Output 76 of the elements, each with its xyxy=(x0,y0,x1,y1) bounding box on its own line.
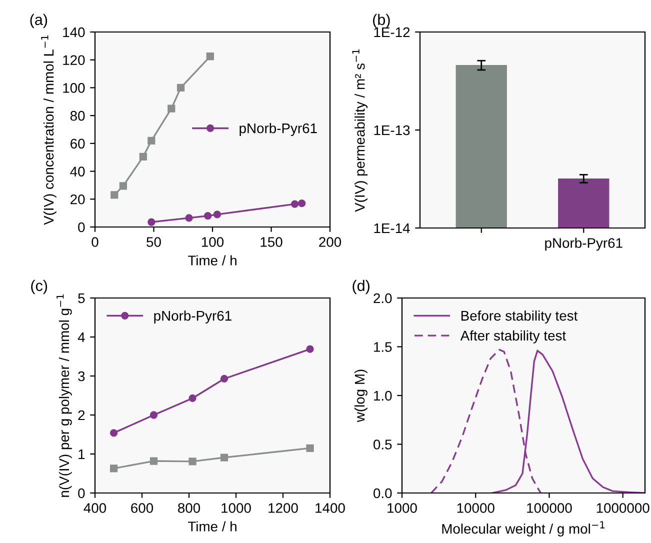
point xyxy=(220,374,228,383)
point xyxy=(185,214,193,222)
x-tick-label: 1000 xyxy=(388,503,417,513)
point xyxy=(150,411,158,419)
legend-label: Before stability test xyxy=(461,310,578,324)
y-tick-label: 0.5 xyxy=(374,440,392,450)
x-tick-label: 0 xyxy=(92,237,98,247)
y-tick-label: 140 xyxy=(63,27,85,38)
y-tick-label: 1 xyxy=(78,449,85,460)
y-tick-label: 100 xyxy=(63,83,85,93)
y-tick-label: 120 xyxy=(63,55,85,66)
legend-label: After stability test xyxy=(460,330,566,344)
x-tick-label: 1400 xyxy=(316,503,345,513)
point xyxy=(220,454,228,462)
y-tick-label: 40 xyxy=(70,166,85,176)
x-tick-label: 10000 xyxy=(457,503,494,513)
y-tick-label: 1.5 xyxy=(374,342,392,352)
point xyxy=(150,457,158,465)
x-tick-label: 150 xyxy=(260,237,282,247)
point xyxy=(306,345,314,353)
point xyxy=(139,152,147,160)
x-tick-label: 100000 xyxy=(527,503,572,513)
y-tick-label: 1E-14 xyxy=(374,223,410,234)
x-tick-label: 1000000 xyxy=(596,503,650,513)
legend-label: pNorb-Pyr61 xyxy=(240,123,317,136)
x-axis-title: Molecular weight / g mol$^{−1}$ xyxy=(442,521,604,537)
y-tick-label: 5 xyxy=(78,293,85,304)
x-tick-label: 100 xyxy=(202,237,224,247)
y-tick-label: 2 xyxy=(78,410,85,420)
legend-label: pNorb-Pyr61 xyxy=(154,310,232,324)
y-axis-title: n(V(IV) per g polymer / mmol g$^{−1}$ xyxy=(56,294,72,497)
y-tick-label: 0.0 xyxy=(374,488,392,498)
y-tick-label: 0 xyxy=(78,488,85,498)
chart-title: (c) xyxy=(31,280,48,294)
point xyxy=(306,444,314,452)
x-tick-label: 1000 xyxy=(222,503,251,513)
y-tick-label: 0 xyxy=(78,222,85,232)
chart-title: (a) xyxy=(30,14,48,28)
point xyxy=(188,458,196,466)
x-tick-label: 50 xyxy=(146,237,161,247)
y-tick-label: 1.0 xyxy=(374,390,392,401)
point xyxy=(110,191,118,199)
y-axis-title: V(IV) permeability / m² s$^{−1}$ xyxy=(352,49,368,212)
point xyxy=(110,429,118,437)
y-axis-title: V(IV) concentration / mmol L$^{−1}$ xyxy=(41,35,56,225)
chart-title: (b) xyxy=(373,14,390,28)
point xyxy=(204,212,212,220)
point xyxy=(110,464,118,472)
x-tick-label: pNorb-Pyr61 xyxy=(545,238,622,251)
chart-title: (d) xyxy=(352,280,370,294)
y-axis-title: w(log M) xyxy=(354,370,368,422)
y-tick-label: 80 xyxy=(70,110,85,121)
y-tick-label: 20 xyxy=(70,194,85,204)
x-axis-title: Time / h xyxy=(188,521,236,532)
point xyxy=(148,218,156,226)
point xyxy=(176,84,185,92)
point xyxy=(213,210,222,218)
x-tick-label: 200 xyxy=(319,237,342,247)
point xyxy=(298,200,306,208)
point xyxy=(290,200,299,208)
y-tick-label: 1E-13 xyxy=(374,125,410,136)
y-tick-label: 1E-12 xyxy=(374,27,410,38)
x-tick-label: 800 xyxy=(178,503,200,513)
y-tick-label: 60 xyxy=(70,138,85,149)
x-tick-label: 1200 xyxy=(268,503,298,513)
point xyxy=(119,182,128,190)
point xyxy=(168,104,176,112)
y-tick-label: 2.0 xyxy=(374,293,392,304)
x-axis-title: Time / h xyxy=(188,255,236,266)
x-tick-label: 400 xyxy=(84,503,106,513)
point xyxy=(206,52,214,60)
x-tick-label: 600 xyxy=(131,503,154,513)
point xyxy=(188,394,196,402)
y-tick-label: 3 xyxy=(78,371,85,382)
y-tick-label: 4 xyxy=(78,332,85,342)
point xyxy=(148,136,156,144)
